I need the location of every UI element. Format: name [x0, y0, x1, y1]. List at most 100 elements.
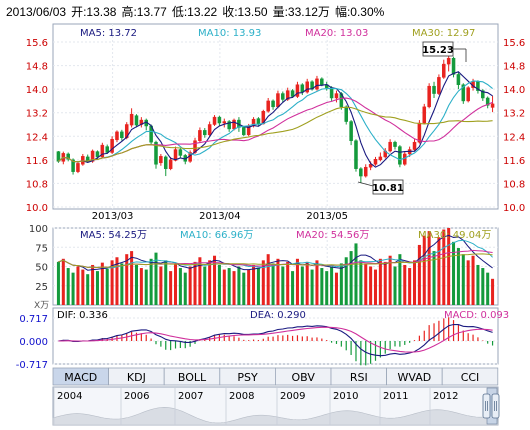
- low-annotation: 10.81: [357, 179, 404, 195]
- volume-bar: [437, 237, 441, 305]
- volume-bar: [456, 248, 460, 305]
- tab-rsi[interactable]: RSI: [330, 367, 387, 386]
- tab-label: RSI: [350, 371, 368, 384]
- volume-bar: [413, 260, 417, 305]
- volume-ma10-label: MA10: 66.96万: [180, 230, 253, 241]
- volume-bar: [427, 231, 431, 305]
- timeline-year-labels: 2004 2006 2007 2008 2009 2010 2011 2012: [53, 387, 458, 425]
- candle-body: [354, 140, 358, 169]
- volume-bar: [286, 261, 290, 305]
- timeline-price-area: [52, 406, 499, 426]
- tab-macd[interactable]: MACD: [52, 367, 109, 386]
- candle-body: [466, 87, 470, 102]
- volume-bar: [320, 268, 324, 305]
- price-y-tick-left: 10.0: [26, 203, 48, 214]
- price-ma10-label: MA10: 13.93: [198, 28, 261, 39]
- candle-body: [154, 141, 158, 165]
- volume-bar: [471, 255, 475, 305]
- volume-bar: [344, 257, 348, 305]
- volume-bar: [134, 264, 138, 305]
- price-x-axis: 2013/03 2013/04 2013/05: [92, 211, 348, 222]
- candle-body: [115, 131, 119, 141]
- volume-bar: [378, 258, 382, 305]
- timeline-year-label: 2010: [333, 391, 358, 402]
- timeline-year-label: 2006: [124, 391, 149, 402]
- volume-bar: [217, 264, 221, 305]
- volume-bar: [247, 269, 251, 305]
- price-x-tick: 2013/04: [199, 211, 241, 222]
- price-y-tick-right: 14.0: [503, 85, 525, 96]
- timeline-year-label: 2008: [229, 391, 254, 402]
- candle-body: [485, 97, 490, 106]
- volume-bar: [56, 261, 60, 305]
- candle-body: [398, 146, 402, 165]
- high-annotation-label: 15.23: [422, 45, 454, 56]
- tab-cci[interactable]: CCI: [441, 367, 499, 386]
- volume-bar: [476, 264, 480, 305]
- candle-body: [402, 153, 407, 165]
- volume-bar: [491, 278, 495, 305]
- volume-bar: [154, 252, 158, 305]
- price-y-tick-right: 13.2: [503, 109, 525, 120]
- tab-label: MACD: [64, 371, 97, 384]
- timeline-handle-right[interactable]: [491, 393, 500, 419]
- macd-lines: [58, 323, 493, 357]
- timeline-year-label: 2011: [383, 391, 408, 402]
- volume-bar: [452, 241, 456, 305]
- volume-bar: [61, 258, 65, 305]
- candle-body: [100, 144, 105, 158]
- candle-body: [203, 130, 207, 136]
- volume-ma5-label: MA5: 54.25万: [80, 230, 147, 241]
- candle-body: [285, 90, 290, 100]
- macd-dea-line: [58, 326, 493, 353]
- volume-bar: [408, 268, 412, 305]
- quote-volume: 量:33.12万: [272, 5, 330, 19]
- price-y-tick-right: 10.8: [503, 179, 525, 190]
- tab-psy[interactable]: PSY: [219, 367, 276, 386]
- volume-bar: [417, 244, 421, 305]
- volume-bar: [71, 272, 75, 305]
- tab-obv[interactable]: OBV: [274, 367, 332, 386]
- timeline-navigator[interactable]: 2004 2006 2007 2008 2009 2010 2011 2012: [52, 386, 500, 426]
- volume-bar: [178, 268, 182, 305]
- tab-wvad[interactable]: WVAD: [386, 367, 443, 386]
- price-x-tick: 2013/05: [306, 211, 348, 222]
- volume-ma5-line: [58, 234, 493, 271]
- tab-background: [441, 367, 499, 386]
- volume-y-axis: 100 75 50 25: [29, 224, 48, 293]
- timeline-year-label: 2004: [57, 391, 82, 402]
- quote-high: 高:13.77: [121, 5, 167, 19]
- candle-body: [334, 93, 339, 99]
- candle-body: [129, 113, 134, 126]
- tab-label: KDJ: [127, 371, 146, 384]
- volume-bar: [300, 266, 304, 305]
- tab-boll[interactable]: BOLL: [163, 367, 221, 386]
- volume-bar: [369, 266, 373, 305]
- price-y-tick-left: 13.2: [26, 109, 48, 120]
- candle-body: [446, 57, 451, 65]
- price-y-tick-left: 10.8: [26, 179, 48, 190]
- volume-bar: [339, 263, 343, 305]
- volume-bar: [422, 235, 426, 305]
- volume-ma30-label: MA30: 49.04万: [418, 230, 491, 241]
- price-y-tick-right: 10.0: [503, 203, 525, 214]
- volume-bar: [383, 261, 387, 305]
- volume-ma30-line: [58, 253, 493, 269]
- price-ma30-label: MA30: 12.97: [412, 28, 475, 39]
- timeline-year-label: 2007: [178, 391, 203, 402]
- indicator-tabs: MACD KDJ BOLL PSY OBV RSI WVAD CCI: [52, 367, 499, 386]
- timeline-year-label: 2009: [280, 391, 305, 402]
- candle-body: [76, 163, 80, 172]
- volume-bar: [291, 271, 295, 305]
- volume-bar: [354, 243, 358, 305]
- candle-body: [359, 168, 363, 177]
- volume-bar: [334, 272, 338, 305]
- candle-body: [134, 115, 139, 126]
- timeline-handle-left[interactable]: [482, 393, 491, 419]
- volume-bar: [432, 251, 436, 305]
- volume-bar: [359, 260, 363, 305]
- volume-bar: [164, 260, 168, 305]
- tab-kdj[interactable]: KDJ: [108, 367, 165, 386]
- candle-body: [266, 100, 270, 112]
- volume-bar: [139, 268, 143, 305]
